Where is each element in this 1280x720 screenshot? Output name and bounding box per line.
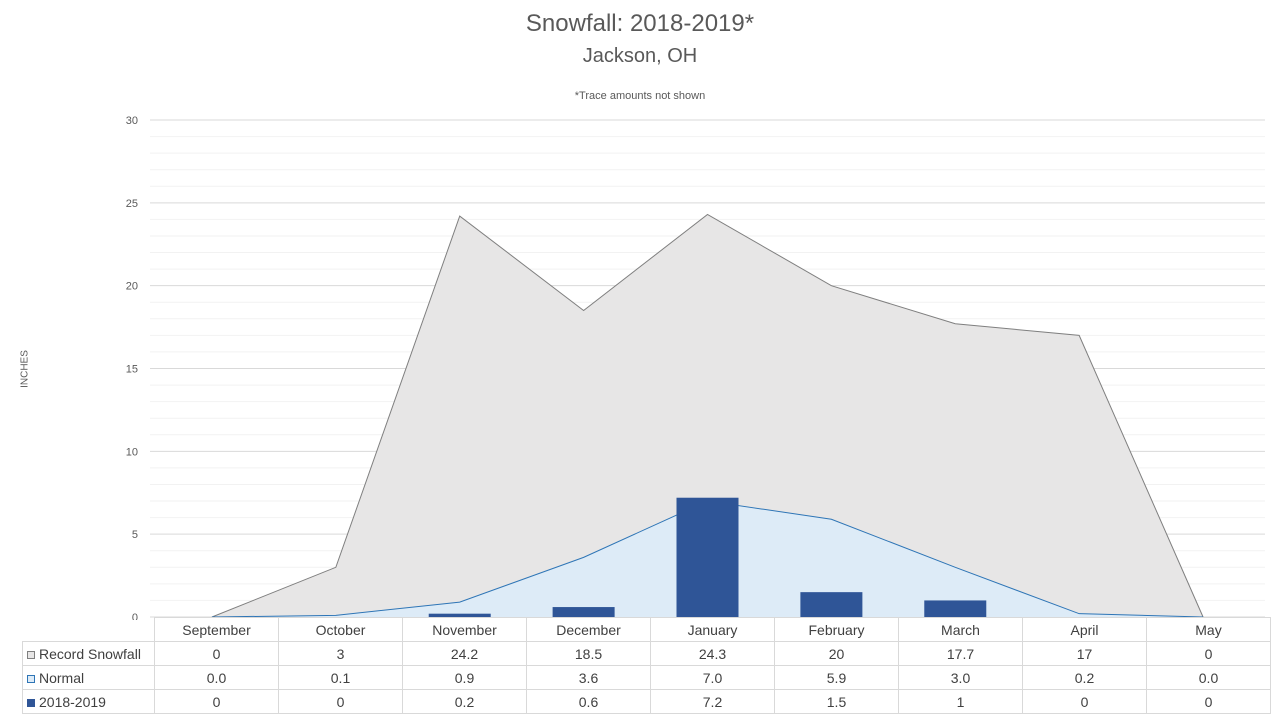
data-label: 0.1 [278, 665, 403, 690]
data-label: 18.5 [526, 641, 651, 666]
x-tick-label: January [650, 617, 775, 642]
table-header-row: September October November December January F… [22, 617, 1271, 642]
y-tick-label: 20 [126, 281, 138, 293]
x-tick-label: December [526, 617, 651, 642]
x-tick-label: April [1022, 617, 1147, 642]
data-label: 0.6 [526, 689, 651, 714]
data-label: 1 [898, 689, 1023, 714]
data-label: 0 [278, 689, 403, 714]
chart-note: *Trace amounts not shown [574, 90, 706, 102]
record-snowfall-area [211, 214, 1204, 617]
legend-label: Normal [39, 669, 85, 686]
data-label: 7.2 [650, 689, 775, 714]
table-row: 2018-2019 0 0 0.2 0.6 7.2 1.5 1 0 0 [22, 689, 1271, 714]
data-label: 17.7 [898, 641, 1023, 666]
y-tick-label: 0 [132, 612, 138, 620]
bar [924, 600, 987, 617]
x-tick-label: May [1146, 617, 1271, 642]
snowfall-chart: 0 5 10 15 20 25 30 [126, 115, 1265, 620]
legend-swatch [27, 674, 35, 683]
legend-swatch [27, 650, 35, 659]
bar [800, 592, 863, 617]
data-label: 0.2 [402, 689, 527, 714]
y-tick-label: 10 [126, 446, 138, 458]
data-label: 0.0 [154, 665, 279, 690]
data-label: 20 [774, 641, 899, 666]
data-label: 0.9 [402, 665, 527, 690]
data-label: 0 [1146, 641, 1271, 666]
x-tick-label: October [278, 617, 403, 642]
table-row: Normal 0.0 0.1 0.9 3.6 7.0 5.9 3.0 0.2 0.0 [22, 665, 1271, 690]
data-label: 0 [1146, 689, 1271, 714]
y-tick-label: 25 [126, 198, 138, 210]
chart-subtitle: Jackson, OH [582, 45, 698, 67]
data-label: 17 [1022, 641, 1147, 666]
data-table: September October November December January F… [22, 617, 1271, 714]
chart-title: Snowfall: 2018-2019* [525, 10, 755, 37]
y-tick-labels: 0 5 10 15 20 25 30 [126, 115, 138, 620]
data-label: 0 [1022, 689, 1147, 714]
y-tick-label: 30 [126, 115, 138, 127]
legend-entry: 2018-2019 [22, 689, 155, 714]
data-label: 0.2 [1022, 665, 1147, 690]
data-label: 3.6 [526, 665, 651, 690]
data-label: 1.5 [774, 689, 899, 714]
data-label: 0.0 [1146, 665, 1271, 690]
legend-swatch [27, 698, 35, 707]
y-tick-label: 15 [126, 364, 138, 376]
bar [676, 497, 739, 617]
bar [552, 607, 615, 617]
x-tick-label: November [402, 617, 527, 642]
bar [428, 613, 491, 617]
data-label: 7.0 [650, 665, 775, 690]
data-label: 3.0 [898, 665, 1023, 690]
x-tick-label: February [774, 617, 899, 642]
x-tick-label: March [898, 617, 1023, 642]
x-tick-label: September [154, 617, 279, 642]
legend-entry: Record Snowfall [22, 641, 155, 666]
legend-entry: Normal [22, 665, 155, 690]
table-row: Record Snowfall 0 3 24.2 18.5 24.3 20 17.7 17 0 [22, 641, 1271, 666]
legend-label: 2018-2019 [39, 693, 106, 710]
bar-series [428, 497, 987, 617]
data-label: 24.2 [402, 641, 527, 666]
data-label: 3 [278, 641, 403, 666]
y-tick-label: 5 [132, 529, 138, 541]
table-corner [22, 617, 155, 642]
data-label: 0 [154, 689, 279, 714]
legend-label: Record Snowfall [39, 645, 141, 662]
data-label: 0 [154, 641, 279, 666]
data-label: 5.9 [774, 665, 899, 690]
data-label: 24.3 [650, 641, 775, 666]
